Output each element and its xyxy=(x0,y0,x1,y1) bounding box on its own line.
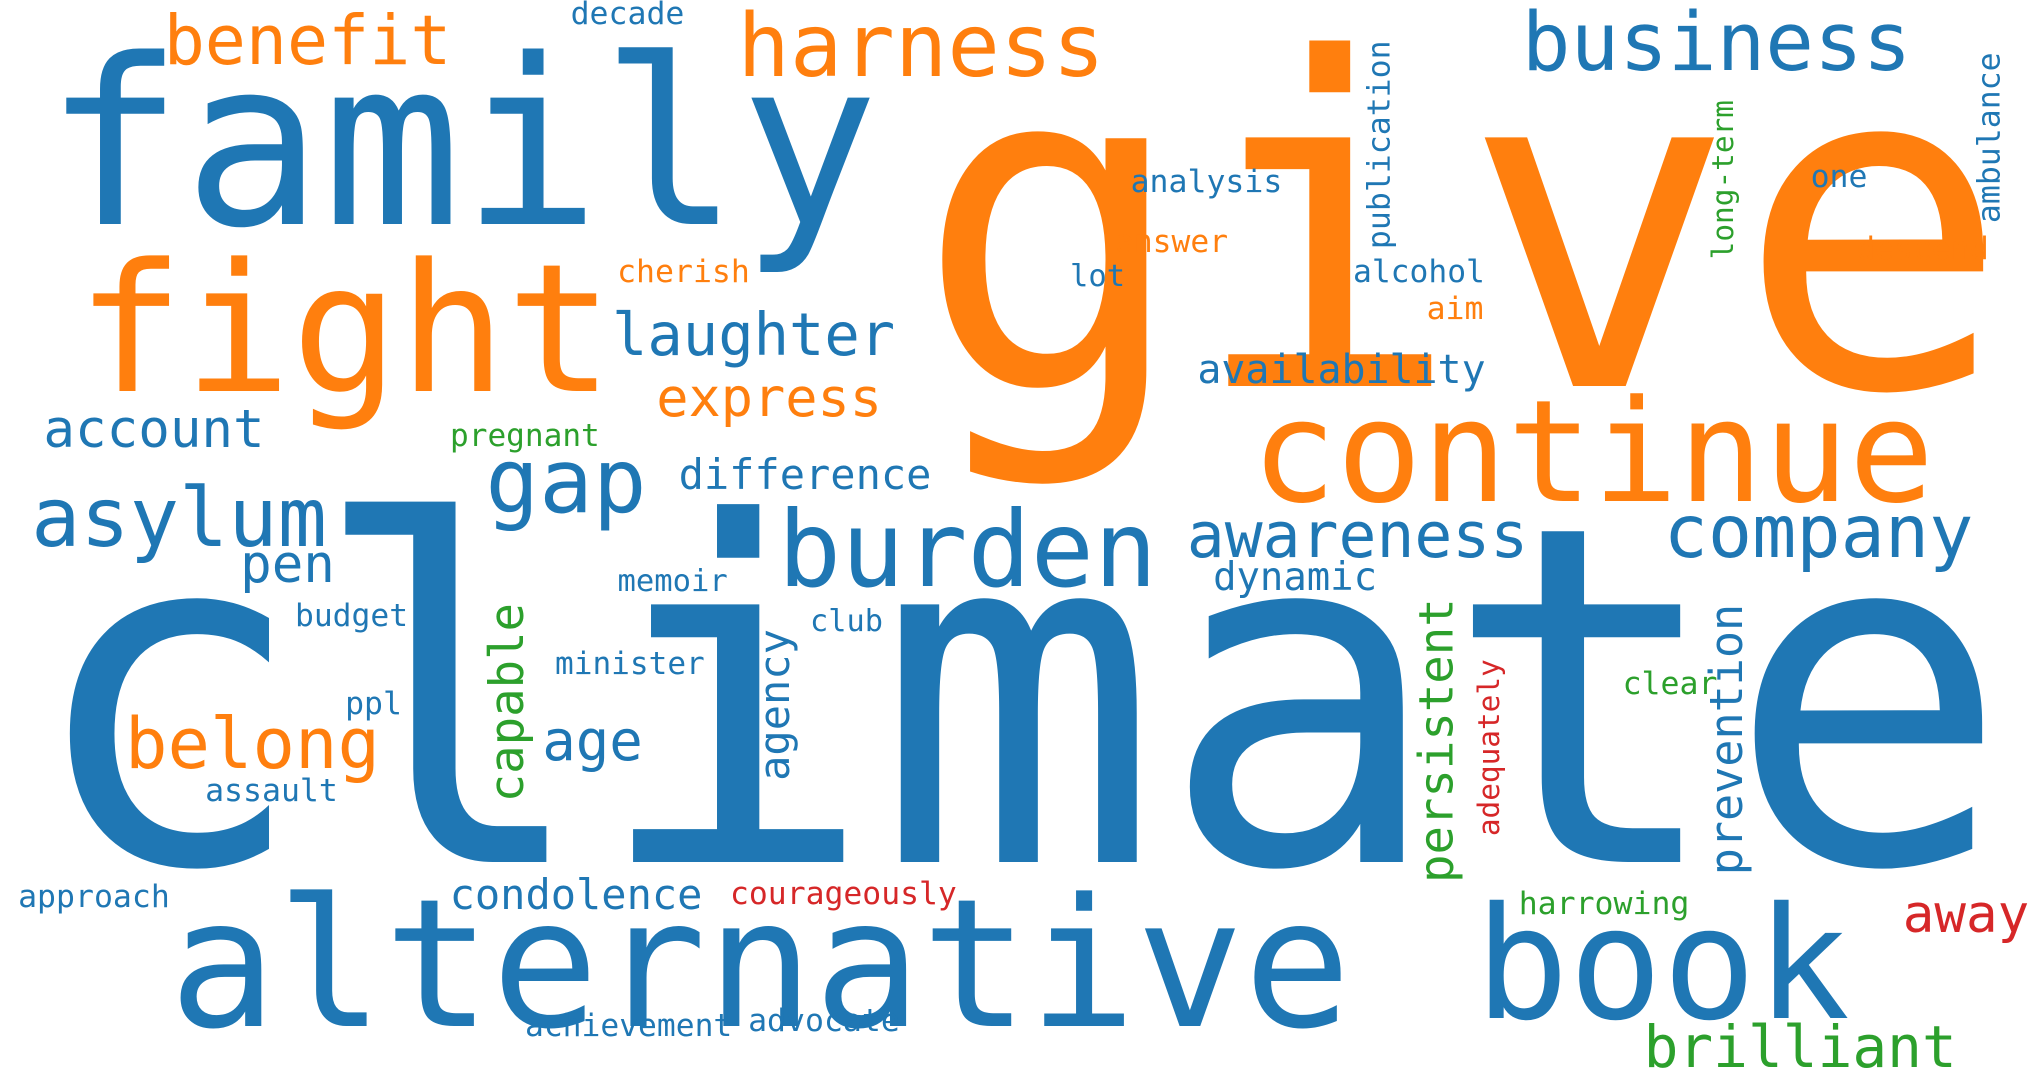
word-climate: climate xyxy=(25,425,2010,974)
word-capable: capable xyxy=(479,602,535,803)
word-publication: publication xyxy=(1361,40,1398,250)
word-long-term: long-term xyxy=(1706,100,1741,260)
word-harrowing: harrowing xyxy=(1518,886,1690,923)
word-answer: answer xyxy=(1115,224,1229,261)
word-aim: aim xyxy=(1426,291,1484,328)
word-cherish: cherish xyxy=(617,254,750,291)
word-agency: agency xyxy=(749,629,799,781)
word-adequately: adequately xyxy=(1471,659,1506,836)
word-give: give xyxy=(915,0,2011,494)
word-pregnant: pregnant xyxy=(450,418,600,455)
word-brilliant: brilliant xyxy=(1643,1012,1957,1080)
word-persistent: persistent xyxy=(1410,598,1466,884)
word-laughter: laughter xyxy=(612,299,896,369)
word-prevention: prevention xyxy=(1699,604,1753,876)
word-account: account xyxy=(43,398,265,460)
word-clear: clear xyxy=(1622,666,1718,703)
word-express: express xyxy=(656,365,883,429)
word-book: book xyxy=(1475,873,1850,1056)
word-lot: lot xyxy=(1070,258,1126,294)
word-pen: pen xyxy=(240,533,335,595)
word-one: one xyxy=(1810,159,1868,196)
word-budget: budget xyxy=(295,598,409,635)
word-condolence: condolence xyxy=(449,870,703,919)
word-company: company xyxy=(1663,490,1974,576)
word-courageously: courageously xyxy=(730,876,957,913)
word-asylum: asylum xyxy=(31,471,327,567)
word-gap: gap xyxy=(485,429,647,534)
word-analysis: analysis xyxy=(1130,164,1283,201)
word-difference: difference xyxy=(678,450,932,499)
word-approach: approach xyxy=(18,879,170,916)
word-assault: assault xyxy=(205,773,338,810)
word-belong: belong xyxy=(125,701,381,785)
word-descend: descend xyxy=(1856,231,1989,268)
word-advocate: advocate xyxy=(748,1003,900,1040)
word-family: family xyxy=(44,10,879,279)
word-availability: availability xyxy=(1197,347,1486,394)
word-continue: continue xyxy=(1251,369,1935,535)
word-business: business xyxy=(1521,0,1912,91)
word-club: club xyxy=(810,603,883,639)
word-alternative: alternative xyxy=(169,860,1352,1069)
word-burden: burden xyxy=(777,488,1158,611)
word-memoir: memoir xyxy=(617,564,728,600)
word-ppl: ppl xyxy=(345,686,402,723)
word-fight: fight xyxy=(76,225,614,434)
word-age: age xyxy=(542,708,643,774)
word-ambulance: ambulance xyxy=(1971,52,2008,223)
word-awareness: awareness xyxy=(1186,498,1529,572)
word-away: away xyxy=(1902,883,2030,945)
word-decade: decade xyxy=(570,0,685,33)
word-alcohol: alcohol xyxy=(1353,254,1485,291)
word-benefit: benefit xyxy=(163,2,452,82)
word-harness: harness xyxy=(737,0,1105,97)
word-minister: minister xyxy=(555,646,705,683)
word-achievement: achievement xyxy=(525,1008,733,1045)
word-dynamic: dynamic xyxy=(1213,555,1377,601)
